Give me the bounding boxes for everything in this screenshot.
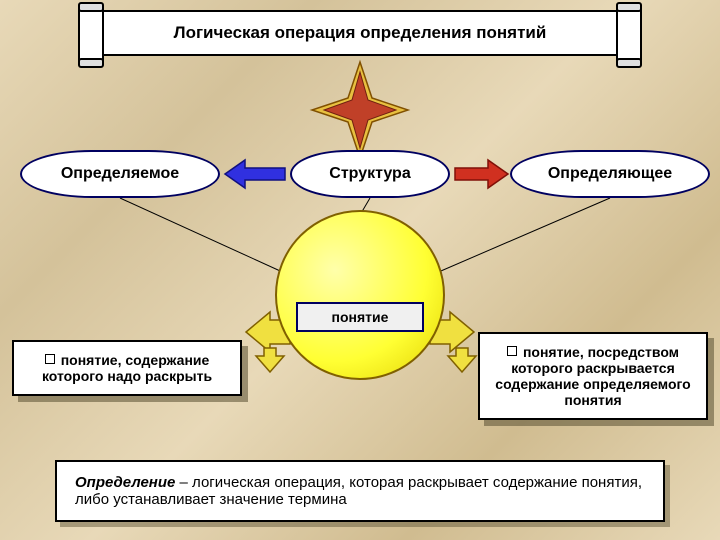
pill-right-text: Определяющее <box>548 165 672 183</box>
arrow-right <box>455 160 508 188</box>
connector-right <box>420 198 610 280</box>
callout-left-text: понятие, содержание которого надо раскры… <box>42 352 212 384</box>
pill-left-text: Определяемое <box>61 165 179 183</box>
connector-left <box>120 198 300 280</box>
pill-center-text: Структура <box>329 165 410 183</box>
star-decoration <box>312 62 408 158</box>
arrow-left <box>225 160 285 188</box>
definition-term: Определение <box>75 474 175 491</box>
pill-left: Определяемое <box>20 150 220 198</box>
title-text: Логическая операция определения понятий <box>174 23 547 43</box>
title-banner: Логическая операция определения понятий <box>90 10 630 56</box>
concept-label-text: понятие <box>332 309 389 325</box>
concept-label: понятие <box>296 302 424 332</box>
concept-circle <box>275 210 445 380</box>
callout-left: понятие, содержание которого надо раскры… <box>12 340 242 396</box>
callout-right: понятие, посредством которого раскрывает… <box>478 332 708 420</box>
bullet-icon <box>45 354 55 364</box>
definition-box: Определение – логическая операция, котор… <box>55 460 665 522</box>
scroll-left <box>78 6 104 64</box>
bullet-icon <box>507 346 517 356</box>
callout-right-text: понятие, посредством которого раскрывает… <box>495 344 690 408</box>
pill-right: Определяющее <box>510 150 710 198</box>
pill-center: Структура <box>290 150 450 198</box>
scroll-right <box>616 6 642 64</box>
